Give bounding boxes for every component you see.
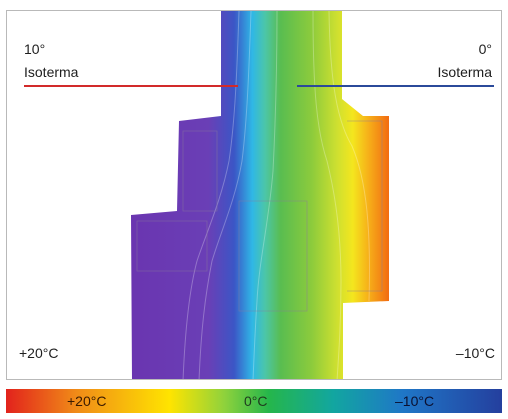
legend-warm-label: +20°C bbox=[67, 393, 107, 409]
thermal-diagram-frame: 10° Isoterma 0° Isoterma +20°C –10°C bbox=[6, 10, 502, 380]
isotherm-10-degree-label: 10° bbox=[24, 41, 46, 57]
legend-cold-label: –10°C bbox=[395, 393, 435, 409]
isotherm-10-name-label: Isoterma bbox=[24, 64, 79, 80]
legend-zero-label: 0°C bbox=[244, 393, 268, 409]
outside-temperature-label: –10°C bbox=[455, 345, 495, 361]
isotherm-10-line bbox=[24, 85, 238, 87]
isotherm-0-name-label: Isoterma bbox=[437, 64, 492, 80]
thermal-simulation-image bbox=[131, 11, 389, 379]
isotherm-0-degree-label: 0° bbox=[478, 41, 492, 57]
inside-temperature-label: +20°C bbox=[19, 345, 59, 361]
frame-structure-lines bbox=[136, 120, 383, 312]
temperature-color-legend: +20°C 0°C –10°C bbox=[6, 389, 502, 413]
isotherm-contours bbox=[182, 11, 370, 379]
construction-section bbox=[131, 11, 389, 379]
isotherm-0-line bbox=[297, 85, 494, 87]
